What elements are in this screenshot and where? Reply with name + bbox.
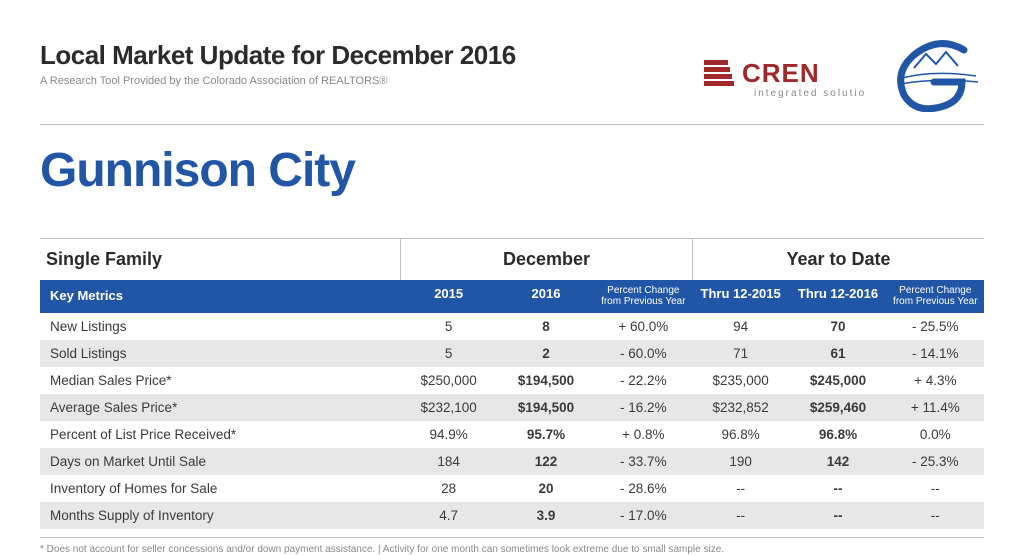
svg-text:CREN: CREN — [742, 58, 820, 88]
svg-text:integrated solutions: integrated solutions — [754, 88, 864, 99]
pct-line1: Percent Change — [607, 285, 679, 296]
data-cell: $194,500 — [497, 367, 594, 394]
table-body: New Listings58+ 60.0%9470- 25.5%Sold Lis… — [40, 313, 984, 529]
table-row: New Listings58+ 60.0%9470- 25.5% — [40, 313, 984, 340]
data-cell: 122 — [497, 448, 594, 475]
data-cell: - 16.2% — [595, 394, 692, 421]
data-cell: 95.7% — [497, 421, 594, 448]
data-cell: 94.9% — [400, 421, 497, 448]
data-cell: -- — [692, 475, 789, 502]
data-cell: -- — [887, 475, 984, 502]
metric-label: Average Sales Price* — [40, 394, 400, 421]
metric-label: Sold Listings — [40, 340, 400, 367]
metric-label: Median Sales Price* — [40, 367, 400, 394]
cren-logo: CREN integrated solutions — [704, 50, 864, 102]
col-2016: 2016 — [497, 280, 594, 313]
table-row: Sold Listings52- 60.0%7161- 14.1% — [40, 340, 984, 367]
data-cell: 94 — [692, 313, 789, 340]
data-cell: $232,852 — [692, 394, 789, 421]
data-cell: $194,500 — [497, 394, 594, 421]
data-cell: - 60.0% — [595, 340, 692, 367]
table-row: Average Sales Price*$232,100$194,500- 16… — [40, 394, 984, 421]
data-cell: 4.7 — [400, 502, 497, 529]
data-cell: - 17.0% — [595, 502, 692, 529]
page-subtitle: A Research Tool Provided by the Colorado… — [40, 75, 704, 87]
header: Local Market Update for December 2016 A … — [40, 40, 984, 125]
data-cell: + 0.8% — [595, 421, 692, 448]
market-table: Single Family December Year to Date Key … — [40, 238, 984, 529]
col-thru-2016: Thru 12-2016 — [789, 280, 886, 313]
data-cell: $232,100 — [400, 394, 497, 421]
data-cell: + 11.4% — [887, 394, 984, 421]
group-ytd: Year to Date — [692, 239, 984, 280]
footnote: * Does not account for seller concession… — [40, 537, 984, 555]
col-pct-ytd: Percent Change from Previous Year — [887, 280, 984, 313]
data-cell: $245,000 — [789, 367, 886, 394]
metric-label: Days on Market Until Sale — [40, 448, 400, 475]
table-row: Percent of List Price Received*94.9%95.7… — [40, 421, 984, 448]
data-cell: 3.9 — [497, 502, 594, 529]
city-name: Gunnison City — [40, 143, 984, 198]
data-cell: 61 — [789, 340, 886, 367]
pct-line2: from Previous Year — [601, 296, 686, 307]
data-cell: -- — [692, 502, 789, 529]
pct-line2b: from Previous Year — [893, 296, 978, 307]
metric-label: New Listings — [40, 313, 400, 340]
table-row: Days on Market Until Sale184122- 33.7%19… — [40, 448, 984, 475]
logo-area: CREN integrated solutions — [704, 40, 984, 112]
data-cell: $250,000 — [400, 367, 497, 394]
data-cell: + 60.0% — [595, 313, 692, 340]
data-cell: -- — [789, 502, 886, 529]
metric-label: Months Supply of Inventory — [40, 502, 400, 529]
data-cell: 96.8% — [692, 421, 789, 448]
col-thru-2015: Thru 12-2015 — [692, 280, 789, 313]
group-december: December — [400, 239, 692, 280]
data-cell: 2 — [497, 340, 594, 367]
data-cell: 8 — [497, 313, 594, 340]
table-row: Median Sales Price*$250,000$194,500- 22.… — [40, 367, 984, 394]
col-2015: 2015 — [400, 280, 497, 313]
data-cell: $235,000 — [692, 367, 789, 394]
data-cell: - 22.2% — [595, 367, 692, 394]
data-cell: - 33.7% — [595, 448, 692, 475]
data-cell: 5 — [400, 313, 497, 340]
data-cell: 190 — [692, 448, 789, 475]
page-title: Local Market Update for December 2016 — [40, 40, 704, 71]
g-logo — [884, 40, 984, 112]
table-header-row: Key Metrics 2015 2016 Percent Change fro… — [40, 280, 984, 313]
data-cell: + 4.3% — [887, 367, 984, 394]
data-cell: - 28.6% — [595, 475, 692, 502]
data-cell: 96.8% — [789, 421, 886, 448]
data-cell: 71 — [692, 340, 789, 367]
data-cell: 0.0% — [887, 421, 984, 448]
data-cell: 28 — [400, 475, 497, 502]
data-cell: - 25.3% — [887, 448, 984, 475]
data-cell: 184 — [400, 448, 497, 475]
data-cell: - 25.5% — [887, 313, 984, 340]
data-cell: - 14.1% — [887, 340, 984, 367]
data-cell: 142 — [789, 448, 886, 475]
pct-line1b: Percent Change — [899, 285, 971, 296]
header-left: Local Market Update for December 2016 A … — [40, 40, 704, 87]
data-cell: 20 — [497, 475, 594, 502]
key-metrics-label: Key Metrics — [40, 280, 400, 313]
table-group-header: Single Family December Year to Date — [40, 238, 984, 280]
table-row: Months Supply of Inventory4.73.9- 17.0%-… — [40, 502, 984, 529]
table-row: Inventory of Homes for Sale2820- 28.6%--… — [40, 475, 984, 502]
metric-label: Percent of List Price Received* — [40, 421, 400, 448]
data-cell: 5 — [400, 340, 497, 367]
data-cell: -- — [887, 502, 984, 529]
metric-label: Inventory of Homes for Sale — [40, 475, 400, 502]
category-label: Single Family — [40, 239, 400, 280]
data-cell: 70 — [789, 313, 886, 340]
col-pct-dec: Percent Change from Previous Year — [595, 280, 692, 313]
data-cell: $259,460 — [789, 394, 886, 421]
data-cell: -- — [789, 475, 886, 502]
